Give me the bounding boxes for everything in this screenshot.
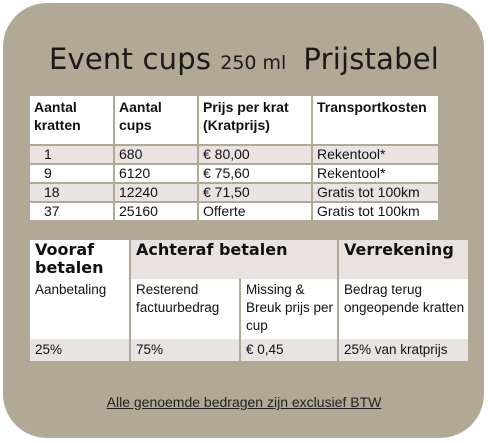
footer-note: Alle genoemde bedragen zijn exclusief BT…: [106, 394, 382, 410]
payment-value-row: 25% 75% € 0,45 25% van kratprijs: [30, 339, 468, 361]
header-cell: Aantal kratten: [30, 96, 115, 146]
table-cell: Missing & Breuk prijs per cup: [240, 279, 339, 339]
header-cell: Transportkosten: [312, 96, 438, 146]
table-cell: Rekentool*: [312, 145, 438, 165]
table-cell: Rekentool*: [312, 164, 438, 184]
table-cell: Gratis tot 100km: [312, 183, 438, 203]
table-cell: € 80,00: [198, 145, 313, 165]
header-cell: Prijs per krat (Kratprijs): [198, 96, 313, 146]
payment-description-row: Aanbetaling Resterend factuurbedrag Miss…: [30, 279, 468, 339]
table-row: 18 12240 € 71,50 Gratis tot 100km: [30, 183, 438, 203]
table-cell: 18: [30, 183, 115, 203]
payment-table: Vooraf betalen Achteraf betalen Verreken…: [30, 240, 468, 361]
price-table: Aantal kratten Aantal cups Prijs per kra…: [30, 96, 438, 222]
payment-table-header: Vooraf betalen Achteraf betalen Verreken…: [30, 240, 468, 279]
header-achteraf: Achteraf betalen: [130, 240, 339, 279]
table-cell: Resterend factuurbedrag: [130, 279, 241, 339]
table-cell: € 0,45: [240, 339, 339, 361]
table-cell: 680: [114, 145, 199, 165]
table-cell: Bedrag terug ongeopende kratten: [338, 279, 468, 339]
header-verrekening: Verrekening: [338, 240, 468, 279]
page-title: Event cups 250 ml Prijstabel: [0, 42, 488, 76]
table-row: 9 6120 € 75,60 Rekentool*: [30, 164, 438, 184]
table-cell: Gratis tot 100km: [312, 202, 438, 222]
table-row: 1 680 € 80,00 Rekentool*: [30, 145, 438, 165]
table-cell: 1: [30, 145, 115, 165]
table-cell: 37: [30, 202, 115, 222]
table-cell: Offerte: [198, 202, 313, 222]
table-cell: € 71,50: [198, 183, 313, 203]
table-cell: 12240: [114, 183, 199, 203]
table-cell: 25% van kratprijs: [338, 339, 468, 361]
table-row: 37 25160 Offerte Gratis tot 100km: [30, 202, 438, 222]
header-cell: Aantal cups: [114, 96, 199, 146]
header-vooraf: Vooraf betalen: [30, 240, 131, 279]
table-cell: 9: [30, 164, 115, 184]
table-cell: 75%: [130, 339, 241, 361]
table-cell: € 75,60: [198, 164, 313, 184]
table-cell: 25%: [30, 339, 131, 361]
table-cell: 6120: [114, 164, 199, 184]
table-cell: Aanbetaling: [30, 279, 131, 339]
title-main: Event cups: [49, 42, 212, 76]
price-table-header: Aantal kratten Aantal cups Prijs per kra…: [30, 96, 438, 146]
table-cell: 25160: [114, 202, 199, 222]
title-suffix: Prijstabel: [303, 42, 439, 76]
title-volume: 250 ml: [220, 52, 287, 74]
